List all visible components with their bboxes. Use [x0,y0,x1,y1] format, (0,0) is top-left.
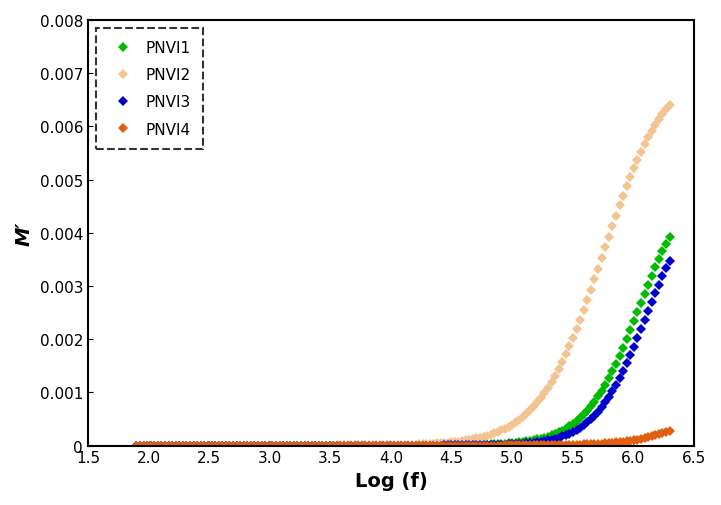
PNVI1 [500,441,509,447]
Line: PNVI1: PNVI1 [133,234,673,449]
PNVI1 [132,443,141,449]
PNVI3 [307,443,316,449]
PNVI3 [500,442,509,448]
PNVI4 [307,443,316,449]
PNVI1 [343,443,352,449]
PNVI3 [572,427,581,433]
PNVI2 [411,441,420,447]
PNVI1 [433,442,441,448]
Line: PNVI2: PNVI2 [133,102,673,449]
PNVI4 [665,428,674,434]
PNVI3 [132,443,141,449]
PNVI1 [572,418,581,424]
PNVI4 [132,443,141,449]
PNVI4 [343,443,352,449]
Line: PNVI4: PNVI4 [133,428,673,449]
PNVI2 [572,326,581,332]
PNVI1 [411,442,420,448]
PNVI4 [433,443,441,449]
Line: PNVI3: PNVI3 [133,258,673,449]
PNVI3 [433,442,441,448]
PNVI2 [343,442,352,448]
PNVI4 [411,443,420,449]
PNVI2 [433,440,441,446]
PNVI1 [665,234,674,240]
PNVI3 [343,443,352,449]
Y-axis label: M′: M′ [15,221,34,245]
Legend: PNVI1, PNVI2, PNVI3, PNVI4: PNVI1, PNVI2, PNVI3, PNVI4 [96,29,203,149]
PNVI3 [411,443,420,449]
PNVI4 [500,442,509,448]
PNVI4 [572,442,581,448]
PNVI2 [665,103,674,109]
PNVI2 [132,443,141,449]
PNVI2 [500,426,509,432]
PNVI2 [307,442,316,448]
PNVI3 [665,259,674,265]
PNVI1 [307,443,316,449]
X-axis label: Log (f): Log (f) [355,471,428,490]
